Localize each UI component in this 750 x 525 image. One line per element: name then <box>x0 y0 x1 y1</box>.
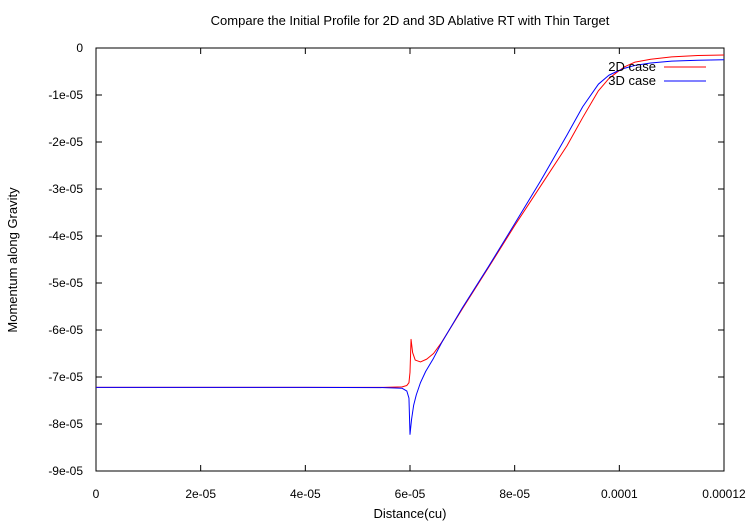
series-line-2d <box>96 54 725 388</box>
x-tick-label: 8e-05 <box>499 487 530 501</box>
y-tick-label: -4e-05 <box>48 229 83 243</box>
x-tick-label: 6e-05 <box>395 487 426 501</box>
plot-frame <box>95 47 725 472</box>
legend-label: 3D case <box>608 73 656 88</box>
x-tick-label: 4e-05 <box>290 487 321 501</box>
y-tick-label: -5e-05 <box>48 276 83 290</box>
y-tick-label: -8e-05 <box>48 417 83 431</box>
y-tick-labels: 0 -1e-05 -2e-05 -3e-05 -4e-05 -5e-05 -6e-05 -7e… <box>48 41 83 478</box>
y-tick-label: -9e-05 <box>48 464 83 478</box>
y-tick-label: -7e-05 <box>48 370 83 384</box>
x-tick-label: 0 <box>93 487 100 501</box>
legend-label: 2D case <box>608 59 656 74</box>
y-tick-label: -6e-05 <box>48 323 83 337</box>
x-tick-label: 0.0001 <box>601 487 638 501</box>
series-group <box>96 54 725 435</box>
y-tick-label: 0 <box>76 41 83 55</box>
y-axis-title: Momentum along Gravity <box>5 187 20 333</box>
x-tick-label: 2e-05 <box>185 487 216 501</box>
tick-marks <box>95 47 725 472</box>
y-tick-label: -2e-05 <box>48 135 83 149</box>
chart-title: Compare the Initial Profile for 2D and 3… <box>211 13 610 28</box>
x-tick-labels: 0 2e-05 4e-05 6e-05 8e-05 0.0001 0.00012 <box>93 487 746 501</box>
y-tick-label: -1e-05 <box>48 88 83 102</box>
series-line-3d <box>96 59 725 435</box>
y-tick-label: -3e-05 <box>48 182 83 196</box>
x-axis-title: Distance(cu) <box>374 506 447 521</box>
x-tick-label: 0.00012 <box>702 487 746 501</box>
